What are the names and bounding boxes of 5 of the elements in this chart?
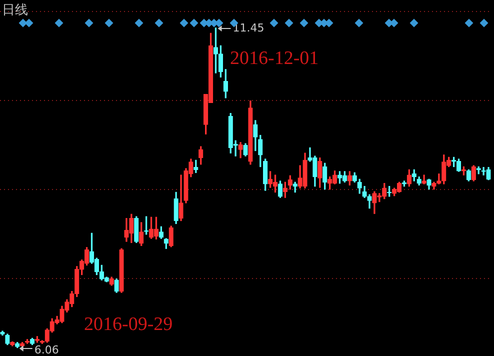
chart-title: 日线 [2,2,28,19]
annotation: 11.45 [232,21,264,34]
annotation: 2016-12-01 [230,48,319,70]
annotation: 2016-09-29 [84,314,173,336]
annotation: 6.06 [34,343,59,356]
